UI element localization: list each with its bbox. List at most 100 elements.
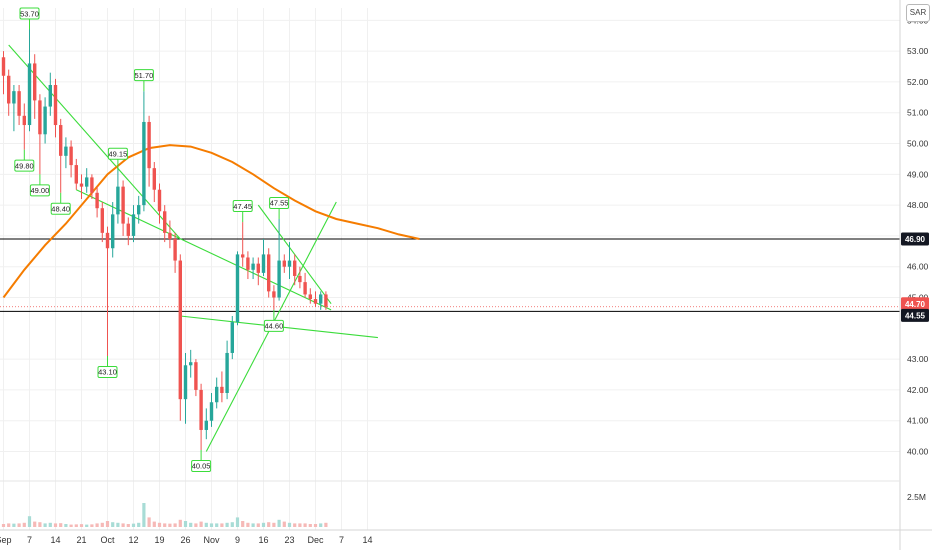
volume-bar bbox=[287, 522, 292, 527]
volume-bar bbox=[251, 523, 255, 527]
candle-body bbox=[261, 254, 266, 273]
volume-bar bbox=[261, 522, 266, 527]
candle-body bbox=[43, 106, 47, 135]
volume-bar bbox=[137, 522, 141, 527]
volume-bar bbox=[272, 522, 276, 527]
volume-bar bbox=[163, 523, 167, 527]
volume-bar bbox=[277, 519, 281, 527]
candle-body bbox=[38, 100, 42, 135]
x-tick-label: 9 bbox=[235, 535, 240, 545]
volume-bar bbox=[267, 522, 271, 527]
candle-body bbox=[131, 214, 136, 236]
volume-bar bbox=[282, 521, 286, 527]
annotation-box bbox=[14, 159, 35, 172]
moving-average-layer bbox=[2, 144, 420, 299]
volume-bar bbox=[183, 521, 188, 527]
candle-body bbox=[163, 211, 167, 233]
candle-body bbox=[121, 186, 125, 224]
volume-bar bbox=[116, 522, 120, 527]
x-tick-label: 12 bbox=[128, 535, 138, 545]
volume-bar bbox=[33, 521, 37, 527]
volume-bar bbox=[142, 503, 146, 527]
volume-bar bbox=[225, 522, 229, 527]
candle-body bbox=[189, 362, 193, 366]
volume-bar bbox=[38, 522, 42, 527]
candle-body bbox=[256, 263, 260, 273]
volume-bar bbox=[168, 523, 172, 527]
volume-bar bbox=[95, 523, 99, 527]
x-tick-label: 26 bbox=[180, 535, 190, 545]
volume-bar bbox=[90, 524, 94, 527]
candle-body bbox=[100, 208, 104, 233]
candle-body bbox=[319, 294, 323, 304]
volume-bar bbox=[85, 524, 89, 527]
candle-body bbox=[64, 146, 68, 156]
candle-body bbox=[168, 232, 172, 239]
volume-tick-label: 2.5M bbox=[907, 492, 926, 502]
volume-bar bbox=[59, 523, 63, 527]
x-tick-label: 23 bbox=[284, 535, 294, 545]
candle-body bbox=[33, 63, 37, 101]
candle-body bbox=[12, 91, 16, 104]
x-tick-label: 14 bbox=[362, 535, 372, 545]
candle-body bbox=[303, 282, 307, 295]
volume-bar bbox=[53, 523, 58, 527]
y-tick-label: 40.00 bbox=[907, 447, 929, 457]
annotation-label: 49.80 bbox=[15, 161, 34, 170]
candle-body bbox=[267, 254, 271, 292]
volume-bar bbox=[241, 521, 245, 527]
annotation-box bbox=[269, 196, 290, 209]
horizontal-lines-layer bbox=[0, 238, 900, 312]
y-tick-label: 52.00 bbox=[907, 77, 929, 87]
candle-body bbox=[215, 386, 219, 403]
price-badge bbox=[901, 297, 929, 311]
candle-body bbox=[287, 260, 292, 267]
volume-bar bbox=[173, 523, 177, 527]
candle-body bbox=[69, 146, 73, 166]
annotation-label: 49.00 bbox=[31, 186, 50, 195]
candle-body bbox=[220, 386, 224, 393]
volume-bar bbox=[324, 522, 328, 527]
candle-body bbox=[209, 402, 214, 421]
candle-body bbox=[79, 183, 84, 187]
y-tick-label: 41.00 bbox=[907, 416, 929, 426]
volume-bar bbox=[189, 522, 193, 527]
annotation-box bbox=[133, 69, 154, 82]
volume-bar bbox=[7, 523, 11, 527]
candle-body bbox=[313, 299, 318, 304]
annotation-label: 44.60 bbox=[265, 322, 284, 331]
grid-layer bbox=[0, 8, 900, 530]
price-badge-label: 44.55 bbox=[905, 311, 926, 320]
annotation-box bbox=[50, 202, 71, 215]
candle-body bbox=[241, 254, 245, 258]
candle-body bbox=[235, 254, 240, 323]
x-tick-label: 21 bbox=[76, 535, 86, 545]
volume-bar bbox=[74, 524, 78, 527]
currency-label[interactable]: SAR bbox=[906, 4, 930, 22]
volume-bar bbox=[17, 523, 21, 527]
candle-body bbox=[230, 322, 234, 353]
candle-body bbox=[246, 257, 250, 270]
candle-body bbox=[194, 362, 198, 390]
candle-body bbox=[178, 260, 182, 400]
candle-body bbox=[53, 85, 58, 126]
annotation-box bbox=[263, 319, 284, 332]
candle-body bbox=[298, 275, 302, 283]
volume-bar bbox=[199, 521, 203, 527]
volume-bar bbox=[293, 523, 297, 527]
volume-bar bbox=[1, 524, 6, 527]
y-tick-label: 50.00 bbox=[907, 139, 929, 149]
candle-body bbox=[116, 186, 120, 215]
candle-body bbox=[27, 63, 32, 126]
volume-bar bbox=[178, 519, 182, 527]
annotation-label: 48.40 bbox=[51, 205, 70, 214]
candle-body bbox=[147, 121, 151, 169]
candle-body bbox=[137, 205, 141, 215]
volume-bar bbox=[303, 523, 307, 527]
volume-bar bbox=[152, 521, 156, 527]
volume-bar bbox=[230, 522, 234, 527]
candle-body bbox=[95, 192, 99, 209]
y-tick-label: 48.00 bbox=[907, 200, 929, 210]
